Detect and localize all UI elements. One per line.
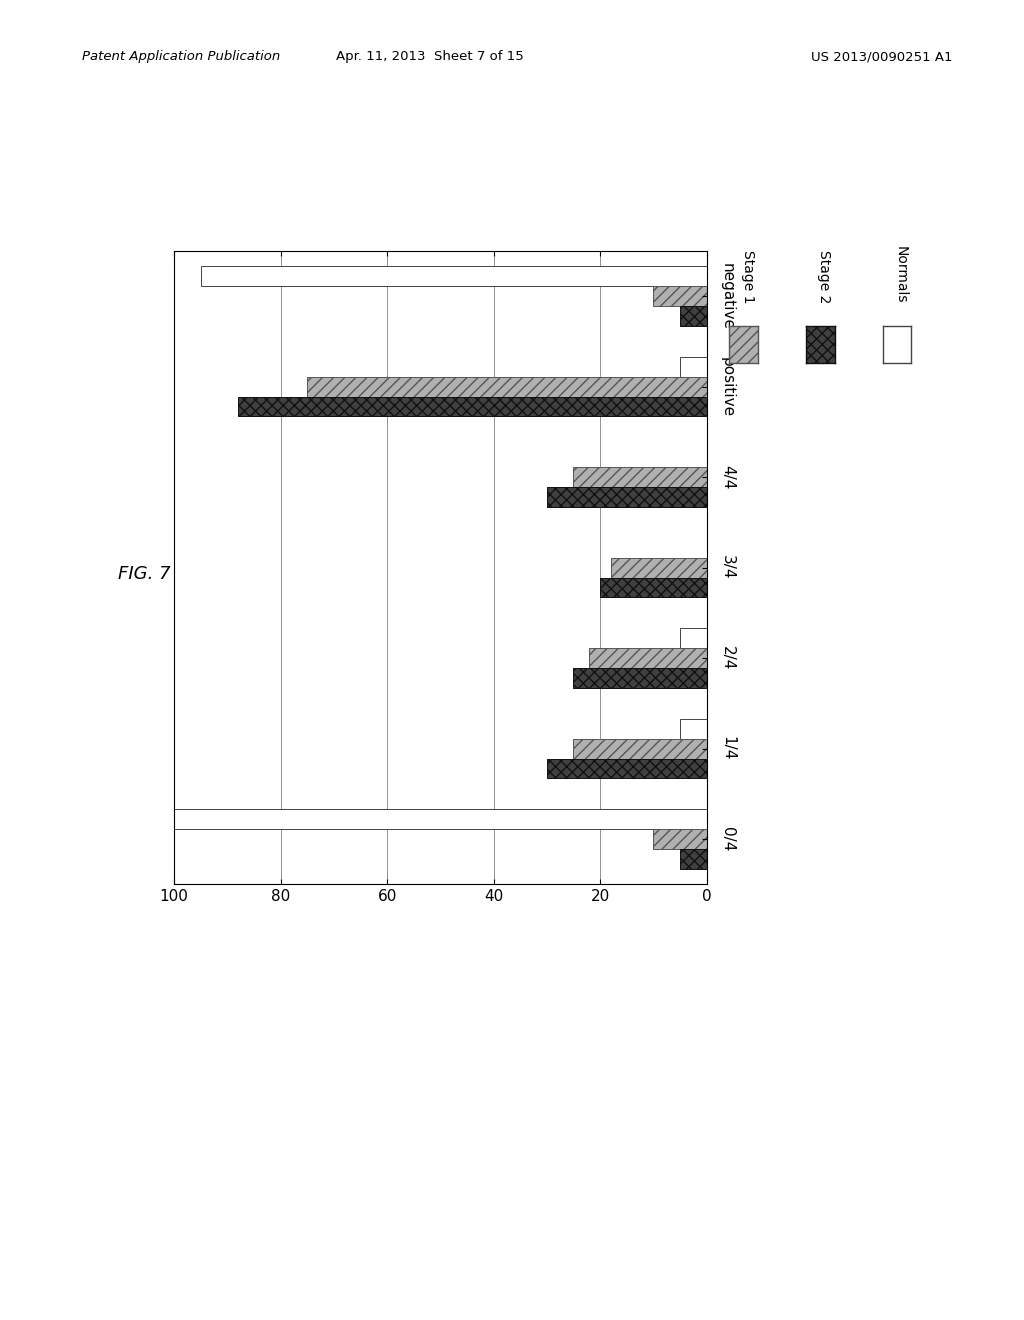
Bar — [680, 719, 707, 739]
Text: Stage 2: Stage 2 — [817, 251, 831, 304]
Bar — [307, 376, 707, 396]
Text: Patent Application Publication: Patent Application Publication — [82, 50, 281, 63]
Bar — [680, 849, 707, 869]
Bar — [680, 306, 707, 326]
Bar — [680, 628, 707, 648]
Bar — [573, 739, 707, 759]
Text: Stage 1: Stage 1 — [740, 249, 755, 304]
Bar — [610, 557, 707, 578]
Bar — [174, 809, 707, 829]
Bar — [653, 829, 707, 849]
Text: Apr. 11, 2013  Sheet 7 of 15: Apr. 11, 2013 Sheet 7 of 15 — [336, 50, 524, 63]
Bar — [680, 356, 707, 376]
Bar — [201, 267, 707, 286]
Text: US 2013/0090251 A1: US 2013/0090251 A1 — [811, 50, 952, 63]
Text: Normals: Normals — [894, 246, 908, 304]
Bar — [547, 759, 707, 779]
Bar — [547, 487, 707, 507]
Text: FIG. 7: FIG. 7 — [118, 565, 170, 583]
Bar — [238, 396, 707, 416]
Bar — [590, 648, 707, 668]
Bar — [600, 578, 707, 598]
Bar — [573, 467, 707, 487]
Bar — [573, 668, 707, 688]
Bar — [653, 286, 707, 306]
